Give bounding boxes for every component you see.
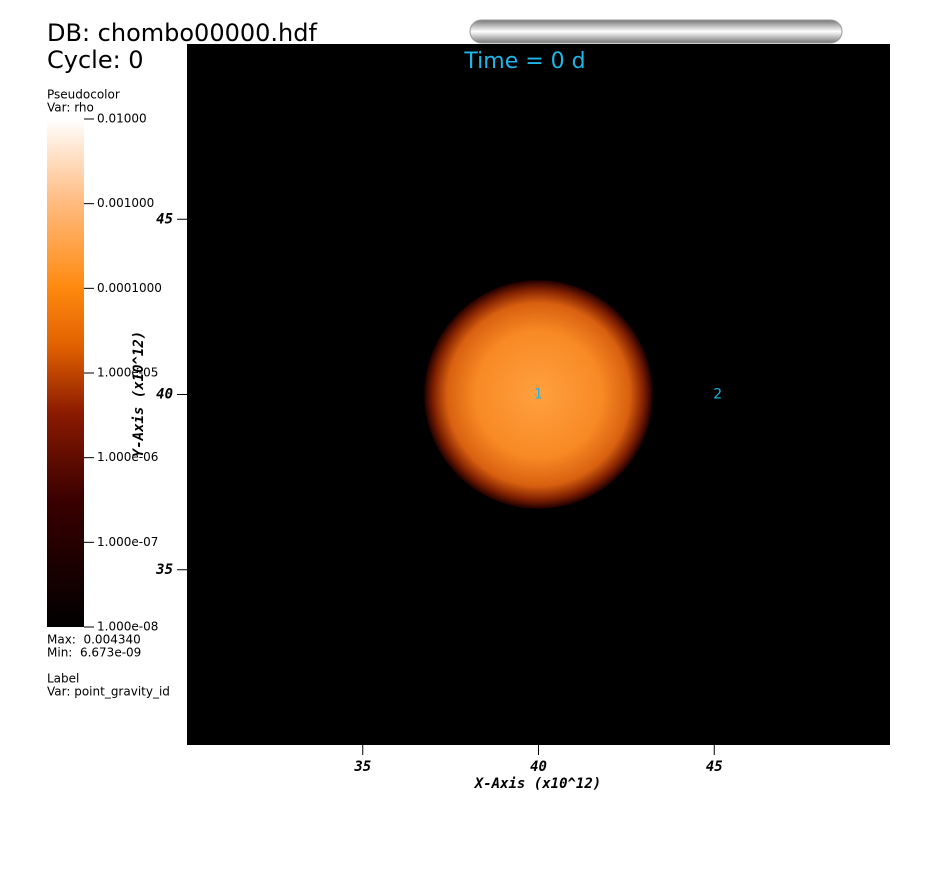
y-tick-label: 40	[156, 387, 173, 403]
cycle: Cycle: 0	[47, 46, 144, 74]
x-tick-label: 40	[530, 759, 547, 775]
y-tick-label: 35	[155, 562, 173, 578]
colorbar-tick-label: 1.000e-07	[97, 535, 158, 549]
label-var: Var: point_gravity_id	[47, 685, 170, 699]
point-label: 1	[534, 387, 543, 403]
colorbar-tick-label: 0.0001000	[97, 281, 162, 295]
colorbar-plot: Pseudocolor	[47, 88, 120, 102]
colorbar-tick-label: 1.000e-06	[97, 450, 158, 464]
database: DB: chombo00000.hdf	[47, 19, 317, 47]
time: Time = 0 d	[463, 49, 585, 74]
colorbar-tick-label: 0.001000	[97, 196, 154, 210]
y-axis-title: Y-Axis (x10^12)	[131, 331, 147, 457]
point-label: 2	[713, 387, 722, 403]
x-tick-label: 35	[353, 759, 371, 775]
colorbar-min: Min: 6.673e-09	[47, 646, 141, 660]
y-tick-label: 45	[156, 211, 173, 227]
colorbar-tick-label: 1.000e-08	[97, 620, 158, 634]
colorbar	[47, 119, 84, 627]
colorbar-var: Var: rho	[47, 101, 94, 115]
colorbar-tick-label: 1.000e-05	[97, 366, 158, 380]
colorbar-max: Max: 0.004340	[47, 633, 141, 647]
colorbar-tick-label: 0.01000	[97, 112, 147, 126]
x-axis-title: X-Axis (x10^12)	[474, 776, 601, 792]
label-plot: Label	[47, 672, 79, 686]
progress-bar	[469, 19, 843, 44]
x-tick-label: 45	[706, 759, 723, 775]
density-blob	[424, 280, 653, 509]
